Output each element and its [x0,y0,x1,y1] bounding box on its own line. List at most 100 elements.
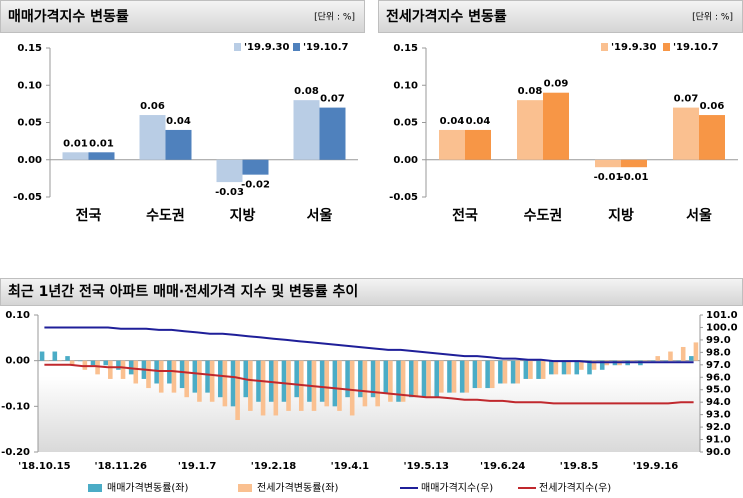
unit-label: [단위 : %] [692,12,733,23]
bar [120,360,126,379]
y-tick-label: -0.05 [389,192,418,203]
bar [88,152,115,160]
bar [489,360,495,389]
x-tick-label: '19.2.18 [251,461,296,472]
y-tick-label: 0.00 [393,155,418,166]
header-bar [0,278,743,306]
y-tick-label: -0.20 [1,447,30,458]
bar [139,115,166,160]
bar [108,360,113,379]
bar [439,129,465,160]
bar [337,360,342,411]
y2-tick-label: 93.0 [706,410,731,421]
bar [345,360,350,398]
bar [216,159,243,183]
bar [307,360,312,402]
x-tick-label: 서울 [686,207,712,224]
bar [242,159,269,175]
bar [477,360,482,389]
bar [116,360,121,370]
line [44,326,694,364]
header-bar [0,0,365,33]
x-tick-label: 지방 [608,207,634,224]
bar [540,360,546,379]
bar [69,360,75,366]
bar [621,159,647,168]
x-tick-label: 전국 [452,207,478,224]
bar [408,360,414,398]
bar [358,360,363,398]
bar [248,360,253,411]
chart-title: 매매가격지수 변동률 [8,8,129,25]
bar [184,360,189,398]
y-tick-label: 0.10 [17,80,42,91]
bar [689,356,694,361]
bar [260,360,266,416]
bar [95,360,100,375]
y2-tick-label: 97.0 [706,360,731,371]
bar [579,360,584,370]
y2-tick-label: 90.0 [706,447,731,458]
bar [663,360,669,362]
bar [517,100,543,160]
bar [388,360,393,402]
bar [171,360,177,393]
bar [498,360,503,384]
legend-label: '19.10.7 [303,42,348,53]
y-tick-label: 0.05 [393,118,418,129]
x-tick-label: 전국 [76,207,102,224]
bar [222,360,228,407]
legend-label: '19.10.7 [673,42,718,53]
value-label: -0.01 [620,172,649,183]
bar [421,360,427,398]
bar [205,360,210,393]
bar [502,360,508,384]
x-tick-label: '19.8.5 [560,461,599,472]
value-label: 0.07 [320,94,345,105]
bar [146,360,151,389]
legend-label: 매매가격지수(우) [421,481,493,494]
bar [561,360,567,375]
bar [65,356,70,361]
y2-tick-label: 101.0 [706,310,738,321]
value-label: 0.07 [674,94,699,105]
x-tick-label: 수도권 [524,208,563,224]
x-tick-label: '19.6.24 [480,461,525,472]
bar [218,360,223,398]
value-label: 0.01 [89,138,114,149]
bar [370,360,376,398]
bar [77,360,83,362]
bar [699,115,725,160]
y2-tick-label: 100.0 [706,322,738,333]
bar [459,360,465,393]
bar [383,360,389,393]
bar [39,351,45,361]
value-label: 0.06 [140,101,165,112]
bar [133,360,139,384]
bar [90,360,96,366]
bar [680,346,686,361]
legend-swatch [88,484,102,492]
bar [464,360,470,393]
bar [451,360,457,393]
chart-title: 최근 1년간 전국 아파트 매매·전세가격 지수 및 변동률 추이 [8,283,358,300]
value-label: 0.08 [518,86,543,97]
y-tick-label: -0.05 [13,192,42,203]
bar [158,360,164,393]
bar [650,360,656,362]
bar [62,152,89,160]
bar [293,100,320,160]
bar [599,360,605,370]
value-label: -0.01 [594,172,623,183]
bar [319,360,325,402]
bar [673,107,699,160]
x-tick-label: '19.9.16 [633,461,678,472]
bar [286,360,291,411]
unit-label: [단위 : %] [314,12,355,23]
y2-tick-label: 98.0 [706,347,731,358]
value-label: 0.01 [63,138,88,149]
bar [510,360,516,384]
bar [52,351,58,361]
legend-swatch [293,43,300,51]
